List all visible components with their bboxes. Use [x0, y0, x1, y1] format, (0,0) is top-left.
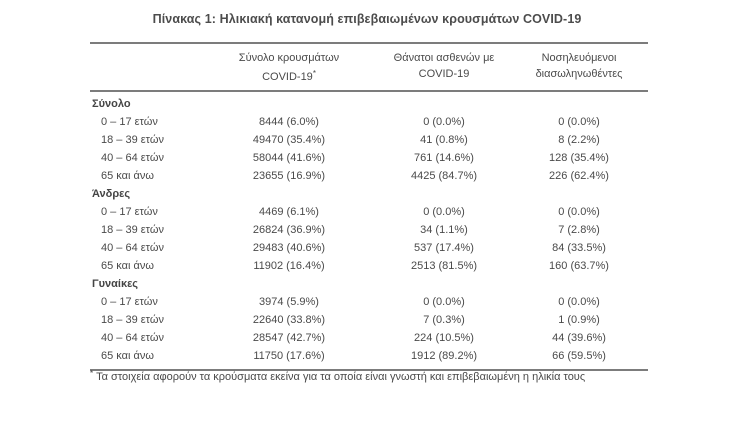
table-title: Πίνακας 1: Ηλικιακή κατανομή επιβεβαιωμέ… — [152, 12, 582, 26]
cell-deaths: 2513 (81.5%) — [410, 260, 478, 272]
cell-intubated: 0 (0.0%) — [558, 206, 600, 218]
header-intubated-line2: διασωληνωθέντες — [535, 68, 623, 80]
cell-cases: 4469 (6.1%) — [259, 206, 319, 218]
header-total-cases-line1: Σύνολο κρουσμάτων — [238, 52, 340, 64]
age-label: 18 – 39 ετών — [101, 314, 164, 326]
cell-intubated: 160 (63.7%) — [549, 260, 609, 272]
header-deaths-line1: Θάνατοι ασθενών με — [393, 52, 495, 64]
table-row: 40 – 64 ετών 58044 (41.6%) 761 (14.6%) 1… — [90, 149, 648, 167]
section-men: Άνδρες — [90, 185, 648, 203]
section-women: Γυναίκες — [90, 275, 648, 293]
cell-deaths: 7 (0.3%) — [423, 314, 465, 326]
cell-intubated: 226 (62.4%) — [549, 170, 609, 182]
age-label: 0 – 17 ετών — [101, 296, 158, 308]
cell-intubated: 1 (0.9%) — [558, 314, 600, 326]
cell-intubated: 0 (0.0%) — [558, 116, 600, 128]
header-total-cases: Σύνολο κρουσμάτων COVID-19* — [218, 50, 360, 85]
cell-deaths: 34 (1.1%) — [420, 224, 468, 236]
cell-cases: 3974 (5.9%) — [259, 296, 319, 308]
cell-cases: 11750 (17.6%) — [253, 350, 325, 362]
cell-cases: 49470 (35.4%) — [252, 134, 326, 146]
table-row: 65 και άνω 11902 (16.4%) 2513 (81.5%) 16… — [90, 257, 648, 275]
footnote-asterisk: * — [90, 369, 94, 378]
header-total-cases-line2: COVID-19 — [262, 71, 313, 83]
cell-deaths: 0 (0.0%) — [423, 116, 465, 128]
table-row: 18 – 39 ετών 49470 (35.4%) 41 (0.8%) 8 (… — [90, 131, 648, 149]
age-label: 0 – 17 ετών — [101, 206, 158, 218]
section-label: Άνδρες — [92, 188, 131, 200]
age-label: 65 και άνω — [101, 350, 154, 362]
header-deaths: Θάνατοι ασθενών με COVID-19 — [360, 50, 528, 82]
table-body: Σύνολο 0 – 17 ετών 8444 (6.0%) 0 (0.0%) … — [90, 92, 648, 369]
cell-cases: 22640 (33.8%) — [252, 314, 326, 326]
cell-cases: 26824 (36.9%) — [252, 224, 326, 236]
cell-intubated: 8 (2.2%) — [558, 134, 600, 146]
cell-deaths: 4425 (84.7%) — [410, 170, 478, 182]
header-asterisk: * — [312, 69, 316, 78]
cell-intubated: 7 (2.8%) — [558, 224, 600, 236]
table-row: 0 – 17 ετών 4469 (6.1%) 0 (0.0%) 0 (0.0%… — [90, 203, 648, 221]
header-intubated-line1: Νοσηλευόμενοι — [541, 52, 617, 64]
table-row: 0 – 17 ετών 8444 (6.0%) 0 (0.0%) 0 (0.0%… — [90, 113, 648, 131]
cell-intubated: 128 (35.4%) — [549, 152, 609, 164]
section-label: Γυναίκες — [92, 278, 139, 290]
section-total: Σύνολο — [90, 95, 648, 113]
table-footnote: * Τα στοιχεία αφορούν τα κρούσματα εκείνα… — [90, 369, 585, 383]
age-label: 65 και άνω — [101, 170, 154, 182]
table-row: 18 – 39 ετών 26824 (36.9%) 34 (1.1%) 7 (… — [90, 221, 648, 239]
age-label: 40 – 64 ετών — [101, 242, 164, 254]
cell-deaths: 224 (10.5%) — [414, 332, 474, 344]
table-row: 40 – 64 ετών 29483 (40.6%) 537 (17.4%) 8… — [90, 239, 648, 257]
cell-deaths: 1912 (89.2%) — [410, 350, 478, 362]
age-label: 40 – 64 ετών — [101, 332, 164, 344]
cell-cases: 29483 (40.6%) — [252, 242, 326, 254]
footnote-text: Τα στοιχεία αφορούν τα κρούσματα εκείνα … — [96, 371, 586, 383]
cell-intubated: 0 (0.0%) — [558, 296, 600, 308]
table-row: 0 – 17 ετών 3974 (5.9%) 0 (0.0%) 0 (0.0%… — [90, 293, 648, 311]
table-row: 65 και άνω 23655 (16.9%) 4425 (84.7%) 22… — [90, 167, 648, 185]
age-label: 40 – 64 ετών — [101, 152, 164, 164]
table-row: 40 – 64 ετών 28547 (42.7%) 224 (10.5%) 4… — [90, 329, 648, 347]
header-intubated: Νοσηλευόμενοι διασωληνωθέντες — [528, 50, 630, 82]
cell-cases: 8444 (6.0%) — [259, 116, 319, 128]
cell-cases: 23655 (16.9%) — [252, 170, 326, 182]
table-row: 18 – 39 ετών 22640 (33.8%) 7 (0.3%) 1 (0… — [90, 311, 648, 329]
cell-cases: 28547 (42.7%) — [252, 332, 326, 344]
cell-intubated: 44 (39.6%) — [552, 332, 606, 344]
age-label: 18 – 39 ετών — [101, 224, 164, 236]
table-header-row: Σύνολο κρουσμάτων COVID-19* Θάνατοι ασθε… — [90, 44, 648, 92]
age-label: 18 – 39 ετών — [101, 134, 164, 146]
table-row: 65 και άνω 11750 (17.6%) 1912 (89.2%) 66… — [90, 347, 648, 365]
cell-deaths: 537 (17.4%) — [414, 242, 474, 254]
section-label: Σύνολο — [92, 98, 131, 110]
cell-deaths: 0 (0.0%) — [423, 206, 465, 218]
header-deaths-line2: COVID-19 — [418, 68, 470, 80]
age-label: 0 – 17 ετών — [101, 116, 158, 128]
cell-cases: 11902 (16.4%) — [253, 260, 325, 272]
cell-deaths: 41 (0.8%) — [420, 134, 468, 146]
cell-deaths: 761 (14.6%) — [414, 152, 474, 164]
cell-cases: 58044 (41.6%) — [252, 152, 326, 164]
cell-intubated: 66 (59.5%) — [552, 350, 606, 362]
cell-intubated: 84 (33.5%) — [552, 242, 606, 254]
cell-deaths: 0 (0.0%) — [423, 296, 465, 308]
age-label: 65 και άνω — [101, 260, 154, 272]
covid-age-distribution-table: Σύνολο κρουσμάτων COVID-19* Θάνατοι ασθε… — [90, 42, 648, 371]
